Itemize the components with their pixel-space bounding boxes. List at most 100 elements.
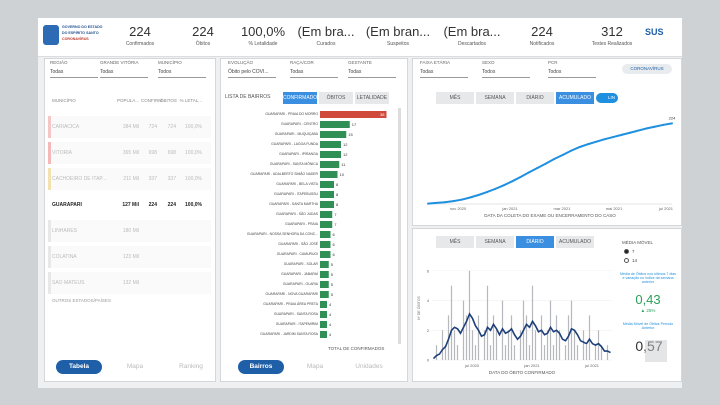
filter-select[interactable]: Óbito pelo COVI... [228,68,276,78]
point [502,184,505,187]
period-tab[interactable]: ACUMULADO [556,92,594,104]
filter-label: GESTANTE [348,60,372,65]
period-tab[interactable]: MÊS [436,236,474,248]
point [427,202,429,205]
view-button[interactable]: Mapa [126,363,144,370]
bar-label: GUARAPARI - SÃO JUDAS [276,211,319,216]
point [662,123,665,126]
table-cell: 100,0% [185,150,202,156]
bar-value: 17 [352,122,357,127]
point [435,201,438,204]
filter-select[interactable]: Todos [548,68,596,78]
bar [320,211,333,218]
right-top-panel [412,58,682,226]
period-tab[interactable]: DIÁRIO [516,92,554,104]
filter-label: EVOLUÇÃO [228,60,254,65]
bar [320,271,329,278]
point [553,158,556,160]
bar-value: 4 [329,302,332,307]
period-tab[interactable]: DIÁRIO [516,236,554,248]
bar [320,201,334,208]
bar-label: GUARAPARI - MUQUIÇABA [275,132,319,136]
point [570,149,573,152]
filter-select[interactable]: Todas [348,68,396,78]
period-tab[interactable]: MÊS [436,92,474,104]
bar-label: GUARAPARI - PRAIA DO MORRO [265,112,318,116]
table-cell: COLATINA [52,254,77,260]
filter-label: RAÇA/COR [290,60,314,65]
bar [564,345,567,360]
bar [588,315,591,360]
bar-label: GUARAPARI - OLARIA [283,282,319,286]
radio[interactable] [624,258,629,263]
view-button[interactable]: Mapa [306,363,324,370]
point [443,201,446,204]
x-axis-label: DATA DA COLETA DO EXAME OU ENCERRAMENTO … [484,213,616,218]
x-tick-label: jul 2021 [658,206,674,211]
side-text: Média Móvel de Óbitos Período Anterior [622,322,674,330]
bar [507,330,510,360]
view-button[interactable]: Unidades [355,363,383,370]
kpi-label: Confirmados [125,41,155,47]
filter-select[interactable]: Todas [50,68,98,78]
point [586,143,589,146]
bar-value: 7 [334,212,337,217]
toolbar-pill[interactable]: CORONAVÍRUS [622,64,672,74]
y-tick-label: 0 [427,358,430,363]
bairros-tab[interactable]: ÓBITOS [319,92,353,104]
side-change: ▲ 25% [640,308,656,313]
view-button[interactable]: Bairros [238,360,284,374]
bar [320,121,350,128]
point [612,136,615,139]
radio[interactable] [624,249,629,254]
bar-value: 10 [340,172,345,177]
table-cell: 337 [148,176,157,182]
bar [600,345,603,360]
filter-label: GRANDE VITÓRIA [100,60,139,65]
filter-select[interactable]: Todos [482,68,530,78]
table-cell: 384 Mil [122,124,139,130]
filter-select[interactable]: Todas [100,68,148,78]
period-tab[interactable]: SEMANA [476,92,514,104]
bairros-tab[interactable]: LETALIDADE [355,92,389,104]
toggle[interactable]: LIN [596,93,618,103]
bar-label: GUARAPARI - JABARAÍ [281,272,318,276]
radio-label: 7 [632,249,635,254]
bar-value: 12 [343,142,348,147]
view-button[interactable]: Ranking [179,363,203,370]
moving-average [432,312,611,360]
bar [555,315,558,360]
bar-label: GUARAPARI - SOLAR [284,262,319,266]
bar-label: GUARAPARI - ITAPEBUSSU [274,192,319,196]
filter-select[interactable]: Todos [158,68,206,78]
point [645,127,648,130]
filter-select[interactable]: Todas [420,68,468,78]
table-header: MUNICÍPIO [52,98,76,103]
kpi-value: 224 [192,24,214,39]
table-header: POPULA... [117,98,140,103]
table-row [48,272,211,294]
kpi-value: (Em bra... [443,24,501,39]
bar-value: 12 [343,152,348,157]
bar [582,330,585,360]
bar [486,285,489,360]
bar [585,345,588,360]
point [536,167,539,169]
kpi-value: (Em bran... [365,24,431,39]
kpi-value: 224 [531,24,553,39]
filter-label: FAIXA ETÁRIA [420,60,451,65]
table-cell: CARIACICA [52,124,80,130]
logo-text: CORONAVÍRUS [62,37,89,41]
view-button[interactable]: Tabela [56,360,102,374]
point [620,133,623,136]
side-text: Média de Óbitos nos últimos 7 dias e var… [620,272,676,284]
filter-select[interactable]: Todas [290,68,338,78]
bairros-tab[interactable]: CONFIRMADOS [283,92,321,104]
period-tab[interactable]: ACUMULADO [556,236,594,248]
bar [552,345,555,360]
bar-value: 4 [329,332,332,337]
filter-label: PCR [548,60,558,65]
period-tab[interactable]: SEMANA [476,236,514,248]
bar-value: 5 [331,292,334,297]
